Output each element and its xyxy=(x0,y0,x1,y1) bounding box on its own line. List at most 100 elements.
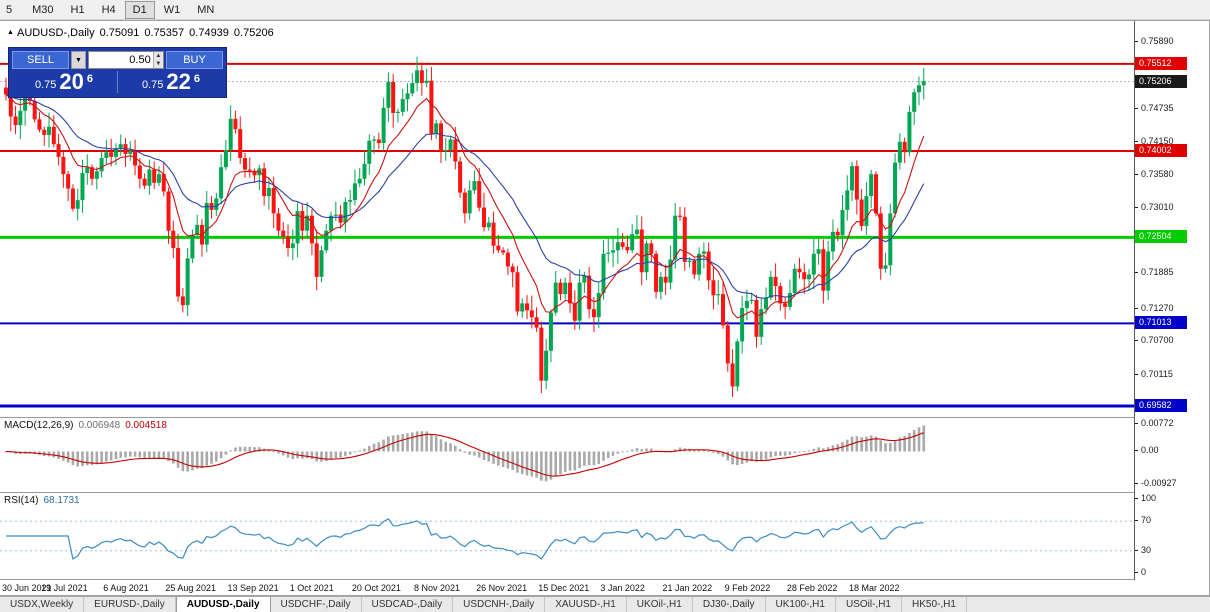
chart-area[interactable]: ▲ AUDUSD-,Daily 0.75091 0.75357 0.74939 0.75… xyxy=(0,20,1210,596)
chart-tab-usdx-weekly[interactable]: USDX,Weekly xyxy=(0,597,85,612)
chart-tab-audusd-daily[interactable]: AUDUSD-,Daily xyxy=(175,597,271,612)
trade-prices-row: 0.75 20 6 0.75 22 6 xyxy=(9,71,226,97)
volume-spinner: ▲ ▼ xyxy=(152,52,163,68)
price-tick: 0.73010 xyxy=(1135,202,1174,213)
price-tick: 0.70700 xyxy=(1135,335,1174,346)
timeframe-button-h4[interactable]: H4 xyxy=(94,1,124,19)
buy-button[interactable]: BUY xyxy=(166,51,223,69)
price-tick: 0.71270 xyxy=(1135,302,1174,313)
timeframe-button-w1[interactable]: W1 xyxy=(156,1,189,19)
ohlc-close: 0.75206 xyxy=(233,27,274,39)
chart-nav-arrow-icon[interactable]: ▲ xyxy=(7,29,14,36)
volume-field: ▲▼ xyxy=(88,51,164,69)
pane-separator[interactable] xyxy=(0,417,1209,418)
rsi-tick: 30 xyxy=(1134,544,1152,555)
rsi-name: RSI(14) xyxy=(4,495,39,506)
buy-price-fraction: 6 xyxy=(193,73,201,85)
macd-name: MACD(12,26,9) xyxy=(4,420,74,431)
chart-title: AUDUSD-,Daily 0.75091 0.75357 0.74939 0.7520… xyxy=(17,27,279,39)
rsi-pane-canvas[interactable] xyxy=(0,493,1134,579)
level-price-label: 0.74002 xyxy=(1135,143,1187,157)
macd-label: MACD(12,26,9) 0.006948 0.004518 xyxy=(4,420,167,431)
ohlc-open: 0.75091 xyxy=(99,27,140,39)
chart-tab-hk50-h1[interactable]: HK50-,H1 xyxy=(902,597,967,612)
timeframe-button-h1[interactable]: H1 xyxy=(63,1,93,19)
pane-separator[interactable] xyxy=(0,579,1209,580)
date-label: 6 Aug 2021 xyxy=(103,583,149,593)
chart-tab-eurusd-daily[interactable]: EURUSD-,Daily xyxy=(84,597,176,612)
rsi-value: 68.1731 xyxy=(43,495,80,506)
price-tick: 0.74150 xyxy=(1135,136,1174,147)
sell-price-pips: 20 xyxy=(59,69,84,94)
macd-pane-canvas[interactable] xyxy=(0,418,1134,492)
sell-price[interactable]: 0.75 20 6 xyxy=(13,71,115,93)
buy-price[interactable]: 0.75 22 6 xyxy=(120,71,222,93)
date-label: 30 Jun 2021 xyxy=(2,583,52,593)
timeframe-button-5[interactable]: 5 xyxy=(0,1,18,19)
spinner-up-icon[interactable]: ▲ xyxy=(152,52,163,60)
chart-tab-ukoil-h1[interactable]: UKOil-,H1 xyxy=(627,597,693,612)
one-click-trading-panel: SELL ▼ ▲▼ BUY 0.75 20 6 0.75 22 6 xyxy=(8,47,227,98)
current-price-label: 0.75206 xyxy=(1135,74,1187,88)
macd-tick: 0.00 xyxy=(1135,445,1159,456)
macd-signal-value: 0.004518 xyxy=(125,420,167,431)
date-label: 9 Feb 2022 xyxy=(724,583,771,593)
timeframe-button-mn[interactable]: MN xyxy=(189,1,222,19)
price-scale[interactable]: 0.75890 0.74735 0.74150 0.73580 0.73010 0.718… xyxy=(1134,21,1209,580)
level-price-label: 0.69582 xyxy=(1135,398,1187,412)
macd-tick: 0.00772 xyxy=(1135,418,1174,429)
date-label: 26 Nov 2021 xyxy=(476,583,528,593)
chart-tab-usoil-h1[interactable]: USOil-,H1 xyxy=(836,597,902,612)
chart-tab-usdchf-daily[interactable]: USDCHF-,Daily xyxy=(271,597,362,612)
date-label: 19 Jul 2021 xyxy=(41,583,88,593)
time-scale[interactable]: 30 Jun 2021 19 Jul 2021 6 Aug 2021 25 Aug 2… xyxy=(0,580,1209,595)
ohlc-low: 0.74939 xyxy=(189,27,229,39)
price-tick: 0.74735 xyxy=(1135,102,1174,113)
date-label: 15 Dec 2021 xyxy=(538,583,590,593)
rsi-tick: 0 xyxy=(1134,567,1147,577)
chart-tab-xauusd-h1[interactable]: XAUUSD-,H1 xyxy=(545,597,627,612)
chevron-down-icon: ▼ xyxy=(75,56,82,64)
volume-dropdown-button[interactable]: ▼ xyxy=(71,51,86,69)
trade-controls-row: SELL ▼ ▲▼ BUY xyxy=(9,48,226,71)
timeframe-button-m30[interactable]: M30 xyxy=(24,1,61,19)
date-label: 21 Jan 2022 xyxy=(662,583,713,593)
volume-input[interactable] xyxy=(89,52,153,68)
sell-price-prefix: 0.75 xyxy=(34,79,57,91)
timeframe-button-d1[interactable]: D1 xyxy=(124,0,155,19)
pane-separator[interactable] xyxy=(0,492,1209,493)
buy-price-pips: 22 xyxy=(166,69,191,94)
date-label: 20 Oct 2021 xyxy=(351,583,401,593)
date-label: 8 Nov 2021 xyxy=(413,583,461,593)
chart-tab-uk100-h1[interactable]: UK100-,H1 xyxy=(766,597,836,612)
ohlc-high: 0.75357 xyxy=(144,27,185,39)
price-divider xyxy=(117,71,118,93)
chart-tab-dj30-daily[interactable]: DJ30-,Daily xyxy=(693,597,766,612)
date-label: 18 Mar 2022 xyxy=(848,583,900,593)
timeframe-toolbar: 5 M30 H1 H4 D1 W1 MN xyxy=(0,0,1210,20)
rsi-tick: 100 xyxy=(1134,493,1157,503)
chart-tab-usdcad-daily[interactable]: USDCAD-,Daily xyxy=(362,597,454,612)
date-label: 13 Sep 2021 xyxy=(227,583,279,593)
date-label: 28 Feb 2022 xyxy=(786,583,838,593)
macd-tick: -0.00927 xyxy=(1135,478,1177,489)
price-tick: 0.73580 xyxy=(1135,169,1174,180)
sell-price-fraction: 6 xyxy=(86,73,94,85)
level-price-label: 0.72504 xyxy=(1135,230,1187,244)
macd-value: 0.006948 xyxy=(78,420,121,431)
buy-price-prefix: 0.75 xyxy=(141,79,164,91)
chart-tab-bar: USDX,Weekly EURUSD-,Daily AUDUSD-,Daily USD… xyxy=(0,596,1210,612)
price-tick: 0.75890 xyxy=(1135,36,1174,47)
rsi-label: RSI(14) 68.1731 xyxy=(4,495,80,506)
price-tick: 0.70115 xyxy=(1135,369,1173,380)
rsi-tick: 70 xyxy=(1134,515,1152,526)
level-price-label: 0.75512 xyxy=(1135,56,1187,70)
price-tick: 0.71885 xyxy=(1135,267,1174,278)
date-label: 1 Oct 2021 xyxy=(289,583,334,593)
sell-button[interactable]: SELL xyxy=(12,51,69,69)
level-price-label: 0.71013 xyxy=(1135,316,1187,330)
date-label: 25 Aug 2021 xyxy=(165,583,216,593)
chart-symbol-label: AUDUSD-,Daily xyxy=(17,27,95,39)
chart-tab-usdcnh-daily[interactable]: USDCNH-,Daily xyxy=(453,597,546,612)
spinner-down-icon[interactable]: ▼ xyxy=(152,60,163,68)
